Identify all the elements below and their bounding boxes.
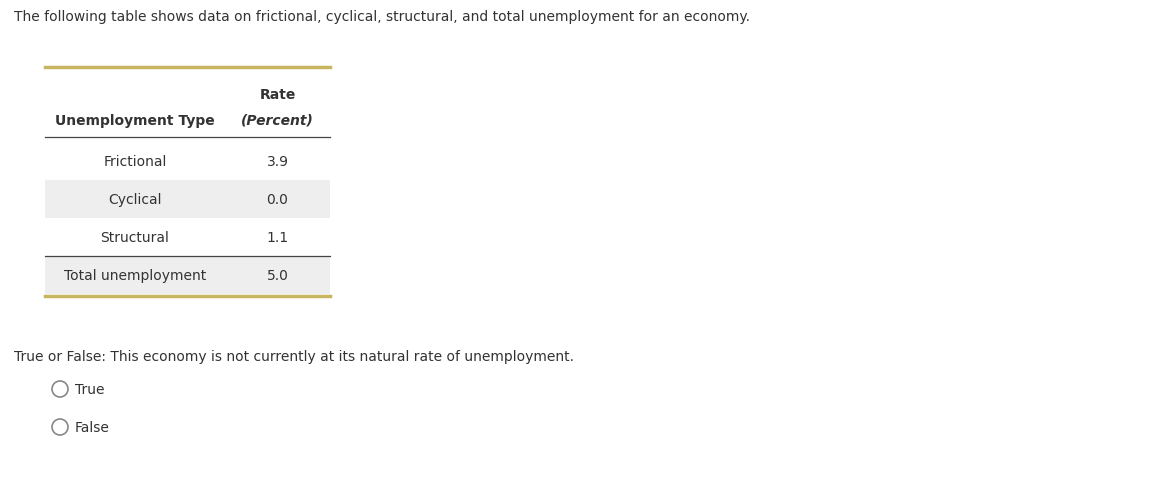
Text: Rate: Rate bbox=[259, 88, 296, 102]
Text: Structural: Structural bbox=[100, 230, 169, 244]
Text: Cyclical: Cyclical bbox=[109, 192, 161, 206]
Text: True: True bbox=[75, 382, 104, 396]
Text: 1.1: 1.1 bbox=[266, 230, 288, 244]
Text: The following table shows data on frictional, cyclical, structural, and total un: The following table shows data on fricti… bbox=[14, 10, 750, 24]
Text: False: False bbox=[75, 420, 110, 434]
Text: 3.9: 3.9 bbox=[266, 155, 288, 168]
Text: Frictional: Frictional bbox=[103, 155, 167, 168]
Text: (Percent): (Percent) bbox=[241, 114, 314, 128]
Text: True or False: This economy is not currently at its natural rate of unemployment: True or False: This economy is not curre… bbox=[14, 349, 573, 363]
Text: Unemployment Type: Unemployment Type bbox=[55, 114, 215, 128]
Text: 5.0: 5.0 bbox=[266, 268, 288, 282]
Text: Total unemployment: Total unemployment bbox=[64, 268, 206, 282]
Text: 0.0: 0.0 bbox=[266, 192, 288, 206]
